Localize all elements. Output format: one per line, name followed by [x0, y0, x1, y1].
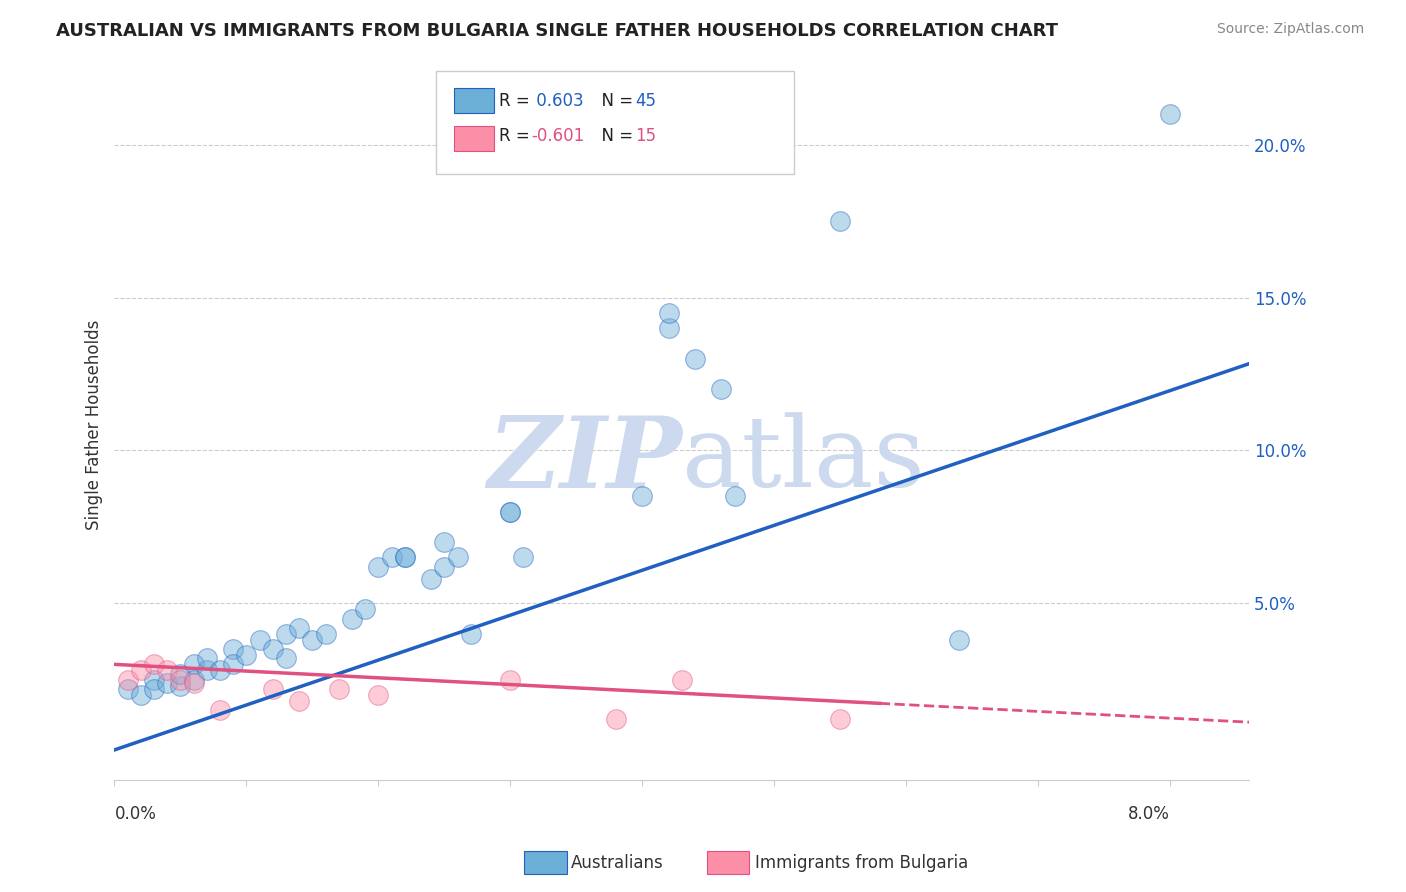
Point: [394, 550, 416, 565]
Point: [274, 627, 297, 641]
Point: [129, 688, 152, 702]
Point: [262, 681, 284, 696]
Point: [169, 679, 191, 693]
Point: [948, 632, 970, 647]
Point: [420, 572, 443, 586]
Point: [117, 673, 139, 687]
Point: [156, 664, 179, 678]
Point: [723, 489, 745, 503]
Point: [328, 681, 350, 696]
Point: [117, 681, 139, 696]
Point: [288, 694, 311, 708]
Point: [249, 632, 271, 647]
Text: 15: 15: [636, 128, 657, 145]
Point: [143, 673, 166, 687]
Text: ZIP: ZIP: [486, 412, 682, 508]
Point: [446, 550, 468, 565]
Point: [499, 673, 522, 687]
Point: [394, 550, 416, 565]
Point: [222, 657, 245, 672]
Point: [460, 627, 482, 641]
Point: [433, 535, 456, 549]
Point: [183, 675, 205, 690]
Text: N =: N =: [591, 92, 638, 110]
Point: [671, 673, 693, 687]
Point: [830, 712, 852, 726]
Point: [683, 351, 706, 366]
Point: [183, 673, 205, 687]
Y-axis label: Single Father Households: Single Father Households: [86, 319, 103, 530]
Point: [208, 664, 231, 678]
Text: R =: R =: [499, 128, 536, 145]
Point: [658, 321, 681, 335]
Point: [169, 666, 191, 681]
Point: [340, 611, 363, 625]
Text: 8.0%: 8.0%: [1128, 805, 1170, 823]
Text: R =: R =: [499, 92, 536, 110]
Point: [183, 657, 205, 672]
Text: -0.601: -0.601: [531, 128, 585, 145]
Point: [129, 664, 152, 678]
Point: [288, 621, 311, 635]
Text: 0.0%: 0.0%: [114, 805, 156, 823]
Point: [367, 688, 389, 702]
Point: [301, 632, 323, 647]
Point: [195, 664, 218, 678]
Point: [208, 703, 231, 717]
Point: [658, 306, 681, 320]
Point: [169, 673, 191, 687]
Text: atlas: atlas: [682, 412, 925, 508]
Text: Immigrants from Bulgaria: Immigrants from Bulgaria: [755, 854, 969, 871]
Point: [380, 550, 402, 565]
Point: [156, 675, 179, 690]
Point: [605, 712, 627, 726]
Point: [499, 505, 522, 519]
Point: [235, 648, 257, 663]
Point: [222, 642, 245, 657]
Point: [710, 383, 733, 397]
Text: Australians: Australians: [571, 854, 664, 871]
Point: [354, 602, 377, 616]
Point: [367, 559, 389, 574]
Point: [315, 627, 337, 641]
Text: AUSTRALIAN VS IMMIGRANTS FROM BULGARIA SINGLE FATHER HOUSEHOLDS CORRELATION CHAR: AUSTRALIAN VS IMMIGRANTS FROM BULGARIA S…: [56, 22, 1059, 40]
Point: [262, 642, 284, 657]
Text: Source: ZipAtlas.com: Source: ZipAtlas.com: [1216, 22, 1364, 37]
Point: [433, 559, 456, 574]
Point: [143, 681, 166, 696]
Point: [512, 550, 534, 565]
Text: 0.603: 0.603: [531, 92, 583, 110]
Point: [631, 489, 654, 503]
Point: [195, 651, 218, 665]
Text: 45: 45: [636, 92, 657, 110]
Point: [1159, 107, 1181, 121]
Point: [143, 657, 166, 672]
Text: N =: N =: [591, 128, 638, 145]
Point: [274, 651, 297, 665]
Point: [499, 505, 522, 519]
Point: [830, 214, 852, 228]
